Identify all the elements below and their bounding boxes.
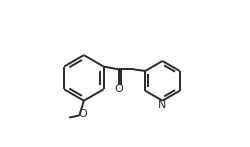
Text: O: O xyxy=(78,109,87,119)
Text: O: O xyxy=(115,84,124,94)
Text: N: N xyxy=(158,100,167,110)
